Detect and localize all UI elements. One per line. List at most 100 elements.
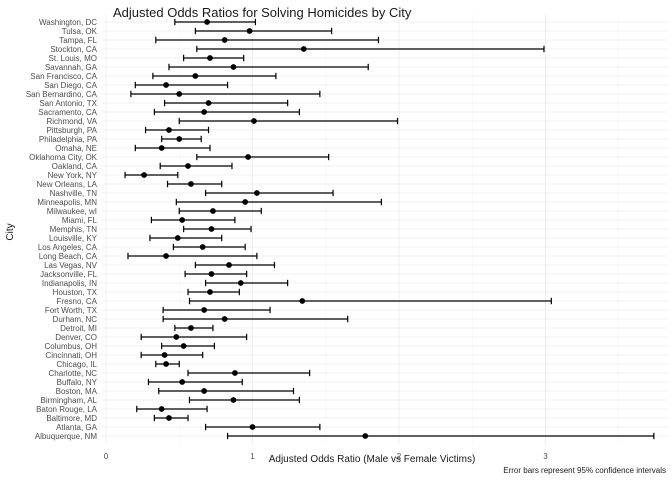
estimate-point <box>208 226 215 232</box>
estimate-point <box>251 118 257 124</box>
city-label: Long Beach, CA <box>39 252 98 261</box>
city-label: Charlotte, NC <box>49 369 98 378</box>
estimate-point <box>163 82 169 88</box>
city-label: Oakland, CA <box>52 162 98 171</box>
city-label: Boston, MA <box>56 387 98 396</box>
estimate-point <box>180 343 187 349</box>
estimate-point <box>173 334 180 340</box>
city-label: San Francisco, CA <box>30 72 97 81</box>
estimate-point <box>163 361 169 367</box>
city-label: Baton Rouge, LA <box>36 405 98 414</box>
city-label: Savannah, GA <box>45 63 98 72</box>
error-bars <box>124 18 655 440</box>
city-label: Oklahoma City, OK <box>29 153 98 162</box>
city-label: New York, NY <box>48 171 98 180</box>
city-label: Stockton, CA <box>50 45 97 54</box>
estimate-point <box>163 253 169 259</box>
city-label: Pittsburgh, PA <box>46 126 97 135</box>
estimate-point <box>208 271 215 277</box>
estimate-point <box>237 280 244 286</box>
city-label: Tampa, FL <box>59 36 97 45</box>
chart-title: Adjusted Odds Ratios for Solving Homicid… <box>113 5 412 20</box>
estimate-point <box>221 37 228 43</box>
city-label: Richmond, VA <box>46 117 97 126</box>
estimate-point <box>207 289 213 295</box>
x-axis-title: Adjusted Odds Ratio (Male vs Female Vict… <box>269 454 476 465</box>
estimate-point <box>201 109 208 115</box>
city-label: Baltimore, MD <box>46 414 97 423</box>
city-label: Atlanta, GA <box>56 423 98 432</box>
x-tick-label: 1 <box>250 452 255 461</box>
estimate-point <box>226 262 232 268</box>
city-label: Houston, TX <box>53 288 98 297</box>
city-label: Omaha, NE <box>55 144 97 153</box>
estimate-point <box>232 370 238 376</box>
city-label: Columbus, OH <box>45 342 98 351</box>
estimate-points <box>141 19 369 439</box>
city-label: Washington, DC <box>39 18 97 27</box>
estimate-point <box>179 379 186 385</box>
estimate-point <box>166 127 172 133</box>
city-label: Detroit, MI <box>60 324 97 333</box>
estimate-point <box>192 73 199 79</box>
estimate-point <box>141 172 147 178</box>
city-label: Las Vegas, NV <box>44 261 98 270</box>
city-label: New Orleans, LA <box>37 180 98 189</box>
estimate-point <box>158 406 165 412</box>
city-label: Jacksonville, FL <box>40 270 97 279</box>
city-label: Durham, NC <box>53 315 98 324</box>
estimate-point <box>188 181 194 187</box>
estimate-point <box>253 190 260 196</box>
city-label: Philadelphia, PA <box>39 135 98 144</box>
city-label: Buffalo, NY <box>57 378 98 387</box>
estimate-point <box>166 415 172 421</box>
estimate-point <box>249 424 256 430</box>
x-tick-label: 0 <box>104 452 109 461</box>
estimate-point <box>201 307 208 313</box>
estimate-point <box>245 154 251 160</box>
city-label: Fresno, CA <box>57 297 98 306</box>
x-tick-label: 2 <box>397 452 402 461</box>
x-tick-label: 3 <box>543 452 548 461</box>
city-label: St. Louis, MO <box>49 54 97 63</box>
estimate-point <box>299 298 306 304</box>
estimate-point <box>362 433 369 439</box>
city-label: Chicago, IL <box>57 360 98 369</box>
estimate-point <box>176 91 183 97</box>
estimate-point <box>230 397 237 403</box>
estimate-point <box>246 28 253 34</box>
city-label: Albuquerque, NM <box>35 432 98 441</box>
estimate-point <box>161 352 168 358</box>
city-label: Denver, CO <box>55 333 97 342</box>
city-label: Tulsa, OK <box>62 27 98 36</box>
estimate-point <box>185 163 191 169</box>
city-label: Cincinnati, OH <box>45 351 97 360</box>
estimate-point <box>179 217 186 223</box>
estimate-point <box>221 316 228 322</box>
city-label: Birmingham, AL <box>41 396 98 405</box>
city-label: Louisville, KY <box>49 234 98 243</box>
city-label: Sacramento, CA <box>38 108 97 117</box>
city-label: Milwaukee, wI <box>47 207 97 216</box>
city-label: Minneapolis, MN <box>37 198 97 207</box>
city-label: Los Angeles, CA <box>38 243 98 252</box>
city-label: San Antonio, TX <box>39 99 97 108</box>
estimate-point <box>230 64 237 70</box>
city-label: San Diego, CA <box>44 81 98 90</box>
city-label: Nashville, TN <box>50 189 98 198</box>
estimate-point <box>174 235 181 241</box>
estimate-point <box>300 46 307 52</box>
estimate-point <box>210 208 216 214</box>
estimate-point <box>188 325 194 331</box>
x-tick-labels: 0 1 2 3 <box>104 452 548 461</box>
estimate-point <box>205 100 212 106</box>
chart-caption: Error bars represent 95% confidence inte… <box>503 466 666 475</box>
estimate-point <box>199 244 206 250</box>
estimate-point <box>207 55 213 61</box>
y-axis-title: City <box>5 223 16 240</box>
city-label: San Bernardino, CA <box>26 90 98 99</box>
estimate-point <box>158 145 165 151</box>
